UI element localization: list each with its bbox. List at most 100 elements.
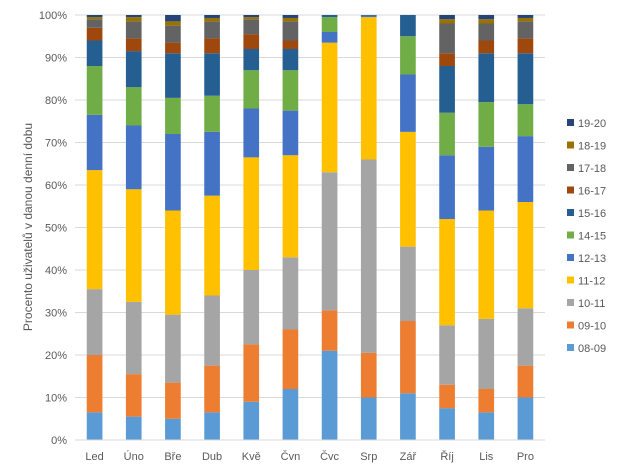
bar-segment [125,15,142,18]
bar-segment [165,42,181,54]
bar-segment [243,344,260,402]
x-tick-label: Úno [124,450,144,463]
bar-segment [321,17,338,32]
y-tick-label: 40% [45,265,67,277]
legend-swatch [567,344,574,351]
bar-segment [478,102,495,147]
legend-label: 15-16 [578,208,606,220]
bar-segment [204,15,220,18]
bar-segment [282,110,299,156]
bar-segment [243,34,260,49]
bar-segment [517,136,534,202]
bar-segment [517,308,534,366]
bar-segment [282,40,299,49]
x-tick-label: Čvn [281,450,301,463]
x-tick-label: Říj [440,450,453,463]
bar-segment [478,53,495,103]
bar-segment [478,412,495,440]
bar-segment [86,17,103,20]
bar-segment [360,15,377,18]
bar-segment [125,125,142,190]
bars [86,15,534,440]
bar-segment [400,15,416,37]
bar-segment [125,17,142,22]
bar-segment [86,289,103,355]
bar-segment [478,389,495,413]
x-tick-label: Led [85,451,103,463]
bar-segment [439,155,455,219]
bar-segment [400,131,416,247]
bar-segment [86,27,103,41]
bar-segment [243,15,260,18]
legend-swatch [567,321,574,329]
bar-segment [125,87,142,126]
legend-swatch [567,186,574,194]
bar-segment [243,17,260,20]
bar-segment [125,51,142,88]
bar-segment [282,389,299,440]
legend-swatch [567,231,574,239]
legend-label: 09-10 [578,321,606,333]
bar-segment [204,195,220,296]
bar-segment [360,159,377,353]
y-tick-label: 50% [45,223,67,235]
bar-segment [321,15,338,18]
bar-segment [517,397,534,440]
x-tick-label: Dub [202,451,222,463]
y-tick-label: 70% [45,138,67,150]
bar-segment [478,210,495,319]
bar-segment [439,53,455,66]
gridlines [75,14,545,398]
legend-label: 10-11 [578,298,605,310]
bar-segment [282,21,299,41]
bar-segment [478,15,495,20]
bar-segment [360,17,377,160]
bar-segment [360,397,377,440]
bar-segment [478,19,495,24]
bar-segment [204,365,220,413]
bar-segment [125,21,142,39]
bar-segment [165,21,181,26]
y-axis: 0% 10% 20% 30% 40% 50% 60% 70% 80% 90% 100% [39,10,67,447]
bar-segment [282,49,299,71]
bar-segment [243,157,260,270]
bar-segment [517,17,534,22]
bar-segment [321,32,338,43]
x-axis: Led Úno Bře Dub Kvě Čvn Čvc Srp Zář Říj Lis Pro [75,439,545,463]
bar-segment [478,40,495,54]
bar-segment [204,38,220,54]
y-tick-label: 30% [45,308,67,320]
legend-label: 16-17 [578,186,606,198]
bar-segment [165,25,181,43]
bar-segment [517,21,534,39]
bar-segment [478,23,495,41]
x-tick-label: Lis [479,451,494,463]
bar-segment [165,97,181,134]
bar-segment [243,108,260,158]
x-tick-label: Zář [400,451,417,463]
legend-swatch [567,119,574,126]
bar-segment [400,74,416,132]
bar-segment [282,70,299,111]
x-tick-label: Bře [164,451,181,463]
bar-segment [282,329,299,389]
bar-segment [478,318,495,389]
legend-label: 18-19 [578,141,606,153]
legend-label: 17-18 [578,163,606,175]
bar-segment [125,301,142,375]
y-tick-label: 10% [45,393,67,405]
x-tick-label: Kvě [242,451,261,463]
bar-segment [439,384,455,409]
bar-segment [204,95,220,132]
bar-segment [243,401,260,440]
legend-swatch [567,276,574,284]
legend: 19-20 18-19 17-18 16-17 15-16 14-15 12-13 11-12… [567,118,606,355]
bar-segment [439,66,455,113]
bar-segment [282,257,299,330]
bar-segment [86,412,103,440]
bar-segment [204,53,220,96]
y-tick-label: 0% [51,435,67,447]
legend-label: 11-12 [578,276,605,288]
bar-segment [125,416,142,440]
